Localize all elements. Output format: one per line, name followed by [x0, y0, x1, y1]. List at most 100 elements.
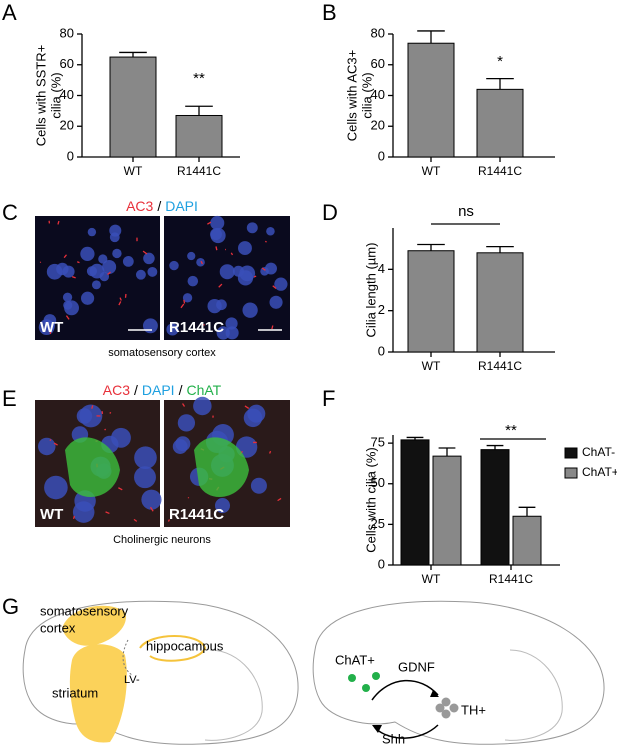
- significance: *: [497, 53, 503, 70]
- image-title-part: ChAT: [186, 382, 221, 398]
- nucleus: [141, 490, 161, 510]
- nucleus: [239, 265, 255, 281]
- bar: [408, 251, 454, 352]
- cilium: [184, 300, 185, 304]
- bar: [481, 450, 509, 565]
- nucleus: [238, 241, 252, 255]
- nucleus: [220, 264, 235, 279]
- significance: ns: [458, 203, 474, 220]
- image-caption: somatosensory cortex: [108, 347, 216, 359]
- x-tick-label: R1441C: [478, 164, 522, 178]
- nucleus: [269, 296, 282, 309]
- image-caption: Cholinergic neurons: [113, 534, 211, 546]
- y-tick-label: 60: [60, 56, 74, 71]
- nucleus: [187, 252, 195, 260]
- image-label: R1441C: [169, 506, 224, 523]
- image-label: WT: [40, 319, 63, 336]
- cilium: [110, 412, 111, 413]
- significance: **: [505, 422, 517, 439]
- nucleus: [38, 438, 55, 455]
- bar: [477, 89, 523, 157]
- cilium: [105, 429, 106, 430]
- nucleus: [73, 501, 95, 523]
- nucleus: [274, 278, 287, 291]
- y-axis-label: cilia (%): [48, 72, 63, 118]
- nucleus: [147, 267, 157, 277]
- y-tick-label: 80: [371, 25, 385, 40]
- y-axis-label: Cells with SSTR+: [33, 45, 48, 147]
- brain-diagram-right: [313, 601, 604, 744]
- bar: [513, 516, 541, 565]
- y-tick-label: 0: [67, 148, 74, 163]
- diagram-label: striatum: [52, 685, 98, 700]
- nucleus: [110, 232, 120, 242]
- nucleus: [80, 247, 94, 261]
- nucleus: [92, 280, 101, 289]
- nucleus: [123, 256, 134, 267]
- x-tick-label: WT: [422, 572, 441, 586]
- bar: [477, 253, 523, 352]
- image-title-part: AC3: [103, 382, 130, 398]
- x-tick-label: WT: [422, 164, 441, 178]
- y-axis-label: Cilia length (µm): [363, 243, 378, 338]
- nucleus: [210, 216, 224, 230]
- diagram-label: cortex: [40, 620, 76, 635]
- cilium: [77, 262, 79, 263]
- diagram-label: hippocampus: [146, 638, 224, 653]
- y-tick-label: 0: [378, 343, 385, 358]
- cilium: [272, 326, 273, 330]
- image-label: R1441C: [169, 319, 224, 336]
- image-title: AC3/DAPI: [126, 198, 198, 214]
- bar: [401, 440, 429, 565]
- y-tick-label: 0: [378, 148, 385, 163]
- panel-letter: C: [2, 200, 18, 225]
- nucleus: [193, 397, 212, 416]
- nucleus: [134, 466, 156, 488]
- x-tick-label: R1441C: [478, 359, 522, 373]
- nucleus: [88, 228, 96, 236]
- cilium: [50, 439, 51, 440]
- nucleus: [207, 299, 221, 313]
- diagram-label: somatosensory: [40, 603, 129, 618]
- nucleus: [112, 249, 121, 258]
- legend-label: ChAT-: [582, 445, 615, 459]
- nucleus: [196, 258, 205, 267]
- bar: [433, 456, 461, 565]
- cilium: [216, 246, 217, 250]
- image-title-part: /: [134, 382, 138, 398]
- nucleus: [64, 300, 79, 315]
- y-axis-label: cilia (%): [359, 72, 374, 118]
- panel-letter: D: [322, 200, 338, 225]
- panel-letter: E: [2, 386, 17, 411]
- cilium: [265, 241, 266, 242]
- panel-letter: F: [322, 386, 335, 411]
- bar: [408, 43, 454, 157]
- y-tick-label: 20: [60, 118, 74, 133]
- nucleus: [136, 270, 146, 280]
- x-tick-label: WT: [422, 359, 441, 373]
- nucleus: [143, 318, 158, 333]
- cilium: [92, 405, 93, 408]
- significance: **: [193, 70, 205, 87]
- nucleus: [81, 292, 94, 305]
- y-tick-label: 20: [371, 118, 385, 133]
- y-tick-label: 2: [378, 302, 385, 317]
- y-tick-label: 60: [371, 56, 385, 71]
- image-title-part: DAPI: [165, 198, 198, 214]
- cilium: [270, 451, 271, 453]
- diagram-label: TH+: [461, 702, 486, 717]
- image-label: WT: [40, 506, 63, 523]
- nucleus: [87, 266, 97, 276]
- diagram-label: GDNF: [398, 659, 435, 674]
- nucleus: [44, 476, 68, 500]
- nucleus: [178, 414, 195, 431]
- nucleus: [242, 303, 257, 318]
- panel-letter: B: [322, 0, 337, 25]
- image-title-part: /: [157, 198, 161, 214]
- cilium: [254, 276, 256, 277]
- diagram-label: Shh: [382, 731, 405, 746]
- nucleus: [169, 261, 178, 270]
- legend-label: ChAT+: [582, 465, 617, 479]
- y-tick-label: 0: [378, 556, 385, 571]
